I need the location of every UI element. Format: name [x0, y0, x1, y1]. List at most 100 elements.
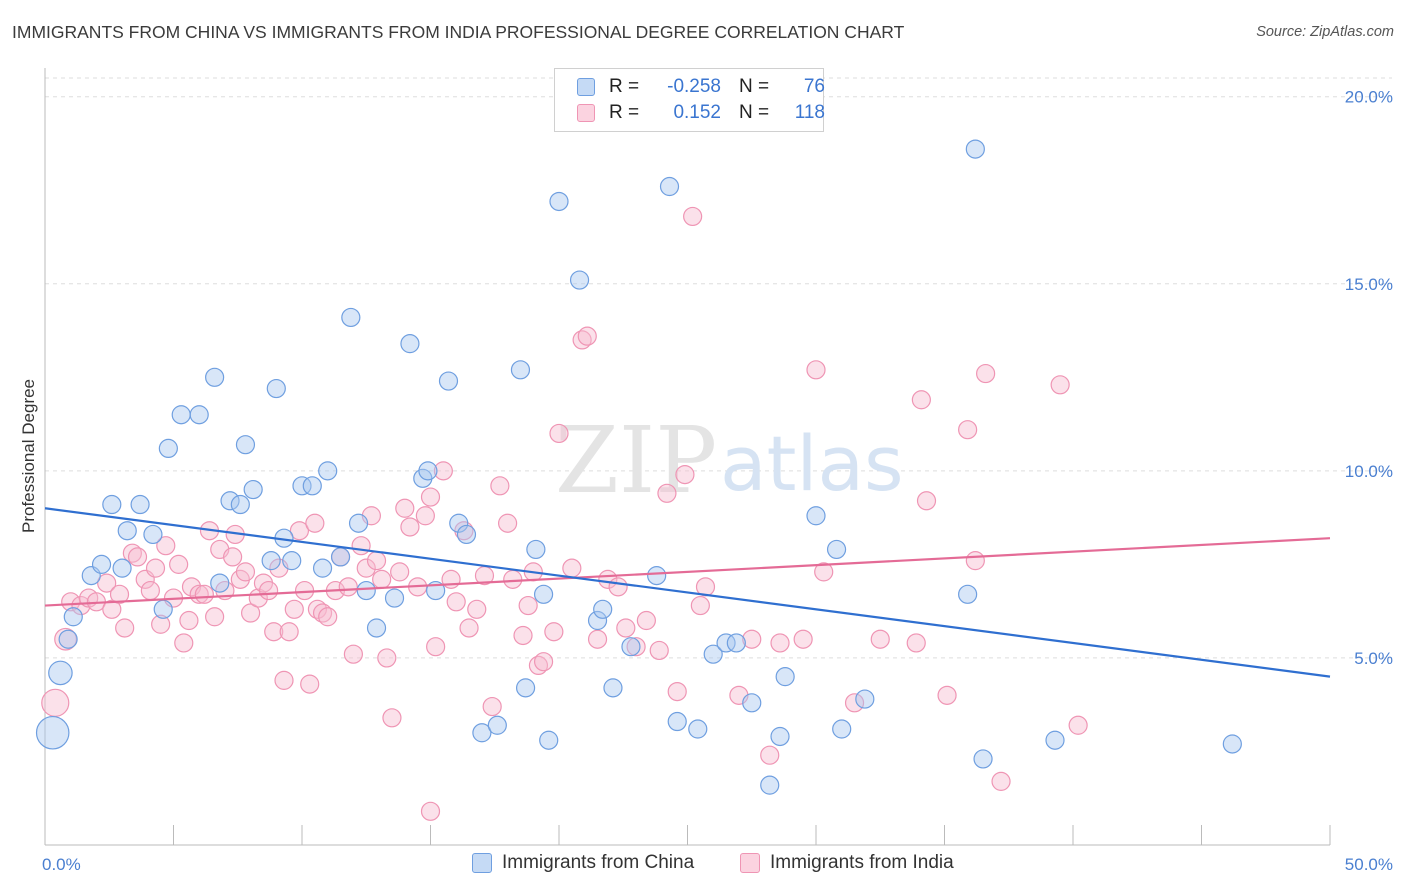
point-china-62 — [742, 693, 762, 713]
legend-swatch-china — [577, 78, 595, 96]
point-india-76 — [503, 569, 523, 589]
point-india-79 — [528, 655, 549, 676]
point-china-64 — [770, 726, 790, 747]
point-india-15 — [151, 614, 171, 634]
legend-n-label-china: N = — [739, 76, 770, 97]
point-india-60 — [395, 498, 415, 518]
y-tick-label-1: 10.0% — [1345, 462, 1393, 481]
legend-r-value-india: 0.152 — [673, 102, 721, 123]
point-china-12 — [158, 438, 178, 459]
point-india-83 — [562, 558, 582, 578]
point-china-43 — [487, 715, 507, 735]
series-legend-label-india: Immigrants from India — [770, 852, 954, 873]
point-china-58 — [688, 719, 708, 739]
point-india-38 — [274, 670, 294, 690]
point-india-45 — [307, 599, 328, 619]
point-china-16 — [210, 573, 230, 593]
point-india-110 — [916, 491, 937, 511]
point-india-86 — [587, 629, 608, 649]
series-legend-swatch-china — [472, 853, 492, 873]
point-india-31 — [235, 562, 256, 582]
point-india-113 — [965, 551, 985, 571]
legend-r-label-india: R = — [609, 102, 640, 123]
point-india-16 — [156, 536, 176, 556]
point-india-63 — [415, 506, 435, 526]
point-india-56 — [372, 569, 392, 589]
point-china-0 — [35, 715, 70, 750]
point-china-52 — [593, 599, 613, 619]
point-china-31 — [348, 513, 369, 533]
point-china-70 — [958, 584, 978, 604]
point-india-44 — [305, 513, 325, 533]
point-india-104 — [806, 360, 826, 380]
point-india-18 — [169, 554, 189, 574]
point-india-68 — [446, 592, 466, 612]
y-tick-labels: 5.0% 10.0% 15.0% 20.0% — [1345, 88, 1393, 668]
point-india-6 — [97, 573, 117, 593]
point-china-50 — [569, 270, 590, 290]
legend-row-china: R = -0.258 N = 76 — [577, 75, 825, 99]
point-india-7 — [102, 599, 122, 619]
point-china-26 — [302, 476, 322, 496]
point-china-8 — [130, 494, 150, 515]
point-india-3 — [71, 595, 91, 616]
series-legend-china: Immigrants from China — [472, 852, 694, 874]
point-china-47 — [539, 730, 559, 750]
y-axis-label: Professional Degree — [19, 379, 38, 533]
point-india-10 — [122, 543, 142, 563]
point-china-21 — [261, 551, 281, 571]
axes — [44, 68, 1331, 846]
point-china-74 — [1222, 734, 1242, 754]
y-tick-label-3: 20.0% — [1345, 88, 1393, 107]
point-india-21 — [179, 610, 199, 631]
point-china-59 — [703, 644, 723, 664]
point-china-56 — [659, 176, 680, 197]
point-china-40 — [449, 513, 469, 533]
point-india-52 — [351, 536, 371, 556]
point-india-11 — [127, 547, 148, 567]
point-china-41 — [456, 524, 477, 545]
point-china-55 — [647, 566, 667, 586]
point-india-32 — [241, 603, 261, 623]
point-china-49 — [549, 191, 569, 212]
point-china-63 — [760, 775, 780, 795]
watermark-atlas: atlas — [720, 419, 904, 508]
y-tick-label-0: 5.0% — [1354, 649, 1393, 668]
point-china-46 — [526, 539, 546, 560]
legend-r-label-china: R = — [609, 76, 640, 97]
point-india-25 — [205, 607, 225, 627]
chart-title: IMMIGRANTS FROM CHINA VS IMMIGRANTS FROM… — [12, 22, 905, 42]
point-india-0 — [41, 688, 70, 717]
point-india-40 — [284, 599, 304, 619]
point-china-51 — [587, 610, 608, 631]
x-tick-label-1: 50.0% — [1345, 855, 1393, 874]
point-india-115 — [991, 771, 1011, 791]
point-india-101 — [760, 745, 780, 765]
point-china-42 — [472, 723, 492, 743]
point-india-43 — [300, 674, 320, 694]
point-india-35 — [258, 580, 279, 601]
point-india-73 — [482, 696, 502, 717]
point-china-9 — [112, 558, 132, 578]
point-china-11 — [153, 599, 173, 619]
point-india-28 — [223, 547, 243, 567]
point-china-15 — [205, 367, 225, 387]
point-india-91 — [636, 610, 656, 631]
point-china-22 — [266, 378, 286, 399]
point-india-71 — [467, 599, 487, 619]
legend-row-india: R = 0.152 N = 118 — [577, 101, 825, 125]
point-india-88 — [608, 577, 628, 597]
trend-line-china — [44, 507, 1331, 678]
x-tick-label-0: 0.0% — [42, 855, 81, 874]
point-china-73 — [1045, 730, 1065, 750]
legend-swatch-india — [577, 104, 595, 122]
point-india-59 — [390, 562, 410, 582]
point-china-25 — [292, 476, 312, 496]
point-india-109 — [911, 390, 931, 410]
point-india-65 — [426, 637, 446, 657]
point-china-28 — [318, 461, 338, 481]
correlation-legend: R = -0.258 N = 76 R = 0.152 N = 118 — [554, 68, 825, 132]
watermark: ZIP atlas — [555, 407, 904, 514]
point-india-39 — [279, 622, 299, 642]
point-china-61 — [726, 633, 746, 653]
